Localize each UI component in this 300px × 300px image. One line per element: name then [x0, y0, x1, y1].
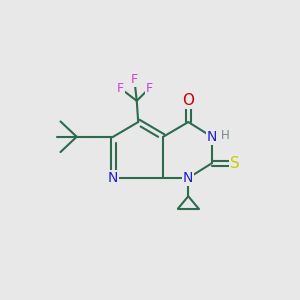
Text: N: N — [207, 130, 217, 144]
Text: H: H — [221, 129, 230, 142]
Text: F: F — [117, 82, 124, 95]
Text: F: F — [131, 73, 138, 86]
Text: F: F — [146, 82, 153, 95]
Text: N: N — [108, 171, 119, 185]
Text: S: S — [230, 156, 240, 171]
Text: N: N — [183, 171, 194, 185]
Text: O: O — [182, 93, 194, 108]
